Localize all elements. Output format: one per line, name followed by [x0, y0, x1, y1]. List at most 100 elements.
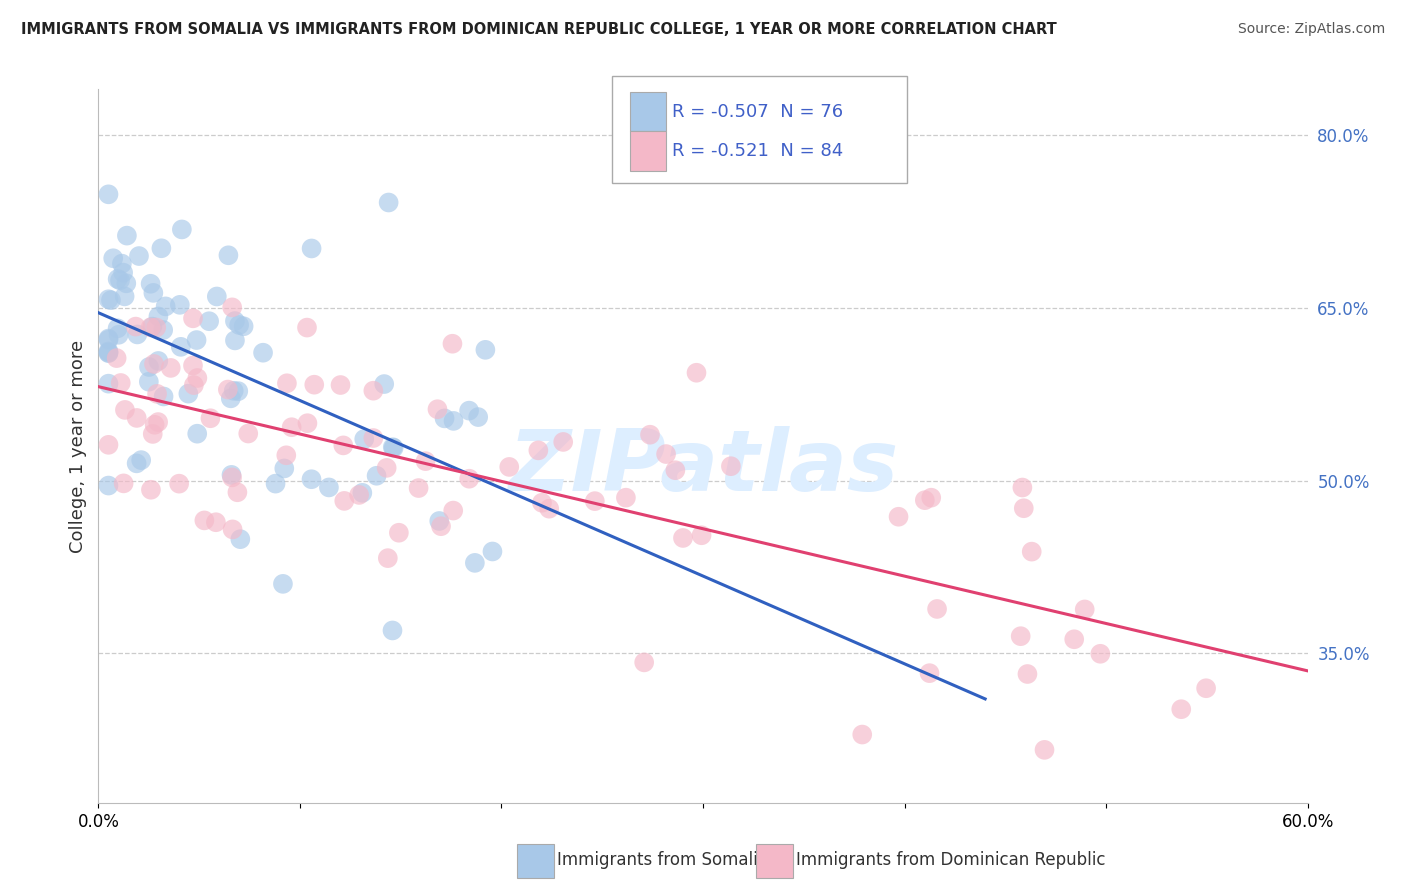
Point: [430, 519, 453, 533]
Point: [139, 320, 162, 334]
Point: [221, 470, 243, 484]
Point: [100, 293, 122, 308]
Point: [332, 438, 354, 452]
Text: Immigrants from Dominican Republic: Immigrants from Dominican Republic: [796, 851, 1105, 869]
Point: [720, 459, 742, 474]
Point: [97, 376, 120, 391]
Point: [125, 319, 148, 334]
Point: [97, 333, 120, 347]
Point: [97, 346, 120, 360]
Point: [148, 354, 170, 368]
Point: [205, 289, 228, 303]
Point: [427, 514, 450, 528]
Point: [138, 359, 160, 374]
Point: [169, 298, 191, 312]
Point: [273, 461, 295, 475]
Point: [252, 345, 274, 359]
Point: [221, 467, 243, 482]
Point: [110, 376, 132, 390]
Point: [226, 485, 249, 500]
Point: [366, 468, 388, 483]
Point: [1021, 544, 1043, 558]
Point: [183, 378, 205, 392]
Point: [1170, 702, 1192, 716]
Point: [498, 459, 520, 474]
Point: [222, 384, 245, 398]
Point: [107, 327, 129, 342]
Text: Immigrants from Somalia: Immigrants from Somalia: [557, 851, 768, 869]
Point: [97, 187, 120, 202]
Point: [1090, 647, 1112, 661]
Point: [441, 336, 464, 351]
Point: [125, 456, 148, 470]
Point: [388, 525, 411, 540]
Point: [276, 448, 298, 462]
Point: [271, 577, 294, 591]
Point: [177, 386, 200, 401]
Point: [638, 427, 661, 442]
Text: ZIPatlas: ZIPatlas: [508, 425, 898, 509]
Point: [363, 431, 385, 445]
Point: [127, 327, 149, 342]
Point: [918, 666, 941, 681]
Point: [155, 299, 177, 313]
Point: [318, 480, 340, 494]
Point: [614, 491, 637, 505]
Point: [114, 403, 136, 417]
Point: [1063, 632, 1085, 647]
Point: [228, 318, 250, 332]
Point: [152, 389, 174, 403]
Point: [221, 522, 243, 536]
Point: [224, 334, 246, 348]
Point: [301, 472, 323, 486]
Point: [1017, 667, 1039, 681]
Point: [159, 360, 181, 375]
Point: [141, 319, 163, 334]
Point: [114, 289, 136, 303]
Point: [146, 387, 169, 401]
Point: [925, 602, 948, 616]
Point: [148, 310, 170, 324]
Point: [295, 320, 318, 334]
Point: [583, 494, 606, 508]
Text: Source: ZipAtlas.com: Source: ZipAtlas.com: [1237, 22, 1385, 37]
Text: R = -0.521  N = 84: R = -0.521 N = 84: [672, 142, 844, 160]
Point: [685, 366, 707, 380]
Point: [167, 476, 190, 491]
Point: [375, 461, 398, 475]
Text: IMMIGRANTS FROM SOMALIA VS IMMIGRANTS FROM DOMINICAN REPUBLIC COLLEGE, 1 YEAR OR: IMMIGRANTS FROM SOMALIA VS IMMIGRANTS FR…: [21, 22, 1057, 37]
Point: [143, 357, 166, 371]
Point: [297, 416, 319, 430]
Point: [467, 410, 489, 425]
Point: [481, 544, 503, 558]
Point: [1195, 681, 1218, 696]
Point: [111, 257, 134, 271]
Point: [181, 311, 204, 326]
Point: [139, 483, 162, 497]
Point: [97, 345, 120, 359]
Point: [186, 371, 208, 385]
Point: [672, 531, 695, 545]
Point: [205, 515, 228, 529]
Point: [112, 476, 135, 491]
Point: [103, 252, 125, 266]
Point: [115, 277, 138, 291]
Point: [97, 438, 120, 452]
Point: [264, 476, 287, 491]
Point: [186, 426, 208, 441]
Point: [377, 551, 399, 566]
Point: [1033, 743, 1056, 757]
Y-axis label: College, 1 year or more: College, 1 year or more: [69, 340, 87, 552]
Point: [152, 323, 174, 337]
Point: [441, 503, 464, 517]
Point: [97, 344, 120, 359]
Point: [112, 266, 135, 280]
Point: [553, 434, 575, 449]
Point: [1010, 629, 1032, 643]
Point: [433, 411, 456, 425]
Point: [443, 414, 465, 428]
Point: [97, 478, 120, 492]
Point: [914, 493, 936, 508]
Point: [1073, 602, 1095, 616]
Point: [851, 727, 873, 741]
